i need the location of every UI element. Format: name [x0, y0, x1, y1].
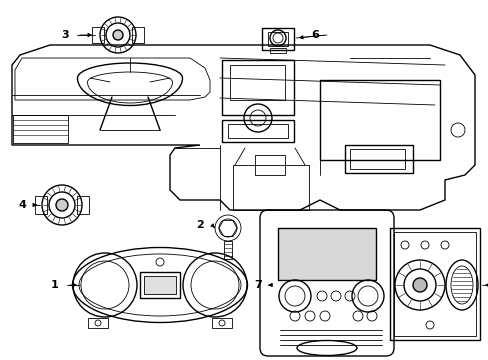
Bar: [13, 115, 68, 143]
Bar: [227, 124, 287, 138]
Bar: [35, 196, 47, 214]
Text: 2: 2: [196, 220, 203, 230]
Bar: [88, 318, 108, 328]
Bar: [345, 145, 412, 173]
Bar: [267, 32, 287, 46]
Bar: [229, 65, 285, 100]
Text: 7: 7: [254, 280, 262, 290]
Bar: [143, 276, 176, 294]
Text: 3: 3: [61, 30, 69, 40]
Circle shape: [113, 30, 123, 40]
Circle shape: [56, 199, 68, 211]
Bar: [269, 48, 285, 53]
Bar: [319, 80, 439, 160]
Bar: [389, 228, 479, 340]
Bar: [393, 232, 475, 336]
Bar: [232, 165, 308, 210]
Bar: [224, 241, 231, 259]
Bar: [92, 27, 104, 43]
Bar: [212, 318, 231, 328]
Text: 4: 4: [18, 200, 26, 210]
Bar: [349, 149, 404, 169]
Text: 6: 6: [310, 30, 318, 40]
Bar: [254, 155, 285, 175]
Bar: [132, 27, 143, 43]
Circle shape: [412, 278, 426, 292]
Bar: [140, 272, 180, 298]
Text: 5: 5: [485, 280, 488, 290]
Text: 1: 1: [51, 280, 59, 290]
Bar: [77, 196, 89, 214]
Bar: [278, 228, 375, 280]
Bar: [262, 28, 293, 50]
Bar: [222, 120, 293, 142]
Bar: [222, 60, 293, 115]
